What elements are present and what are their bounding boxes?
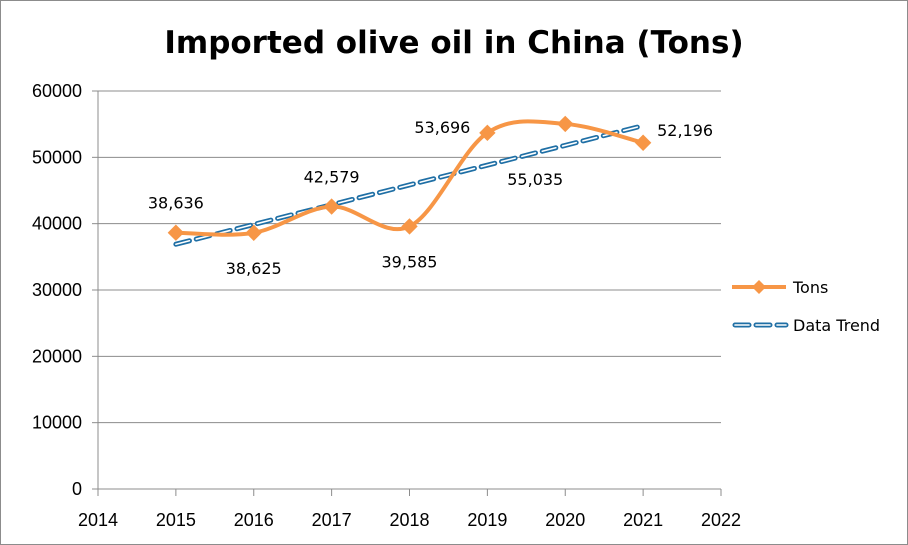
tons-marker: [479, 124, 496, 142]
legend-tons-marker: [752, 280, 766, 294]
y-tick-label: 50000: [32, 147, 82, 167]
tons-marker: [167, 224, 185, 241]
y-axis-ticks: 0 10000 20000 30000 40000 50000 60000: [32, 81, 82, 499]
tons-marker: [557, 115, 574, 133]
data-label: 53,696: [414, 118, 470, 137]
data-label: 38,636: [148, 194, 204, 213]
data-label: 42,579: [304, 168, 360, 187]
y-tick-label: 40000: [32, 214, 82, 234]
tons-marker: [245, 224, 262, 241]
x-tick-label: 2014: [78, 510, 118, 530]
tons-marker: [323, 198, 340, 215]
legend-tons-label: Tons: [792, 278, 828, 297]
y-tick-label: 0: [72, 479, 82, 499]
legend: Tons Data Trend: [732, 278, 880, 335]
legend-trend-label: Data Trend: [793, 316, 880, 335]
axes: [92, 90, 722, 496]
tons-line: [175, 119, 644, 237]
gridlines: [98, 90, 721, 424]
x-tick-label: 2016: [234, 510, 274, 530]
x-tick-label: 2015: [156, 510, 196, 530]
tons-marker: [401, 218, 418, 235]
x-tick-label: 2022: [701, 510, 741, 530]
series-layer: [167, 115, 652, 247]
x-tick-label: 2020: [545, 510, 585, 530]
data-label: 39,585: [382, 252, 438, 271]
tons-marker: [634, 134, 652, 151]
x-tick-label: 2019: [467, 510, 507, 530]
x-axis-ticks: 2014 2015 2016 2017 2018 2019 2020 2021 2022: [78, 510, 741, 530]
data-labels: 38,636 38,625 42,579 39,585 53,696 55,035 52,1…: [148, 118, 713, 278]
y-tick-label: 30000: [32, 280, 82, 300]
y-tick-label: 20000: [32, 346, 82, 366]
data-label: 38,625: [226, 259, 282, 278]
y-tick-label: 60000: [32, 81, 82, 101]
data-label: 52,196: [657, 121, 713, 140]
x-tick-label: 2017: [312, 510, 352, 530]
chart-title: Imported olive oil in China (Tons): [164, 25, 743, 61]
y-tick-label: 10000: [32, 413, 82, 433]
data-label: 55,035: [507, 170, 563, 189]
x-tick-label: 2021: [623, 510, 663, 530]
trend-line-inner: [175, 124, 644, 246]
x-tick-label: 2018: [389, 510, 429, 530]
